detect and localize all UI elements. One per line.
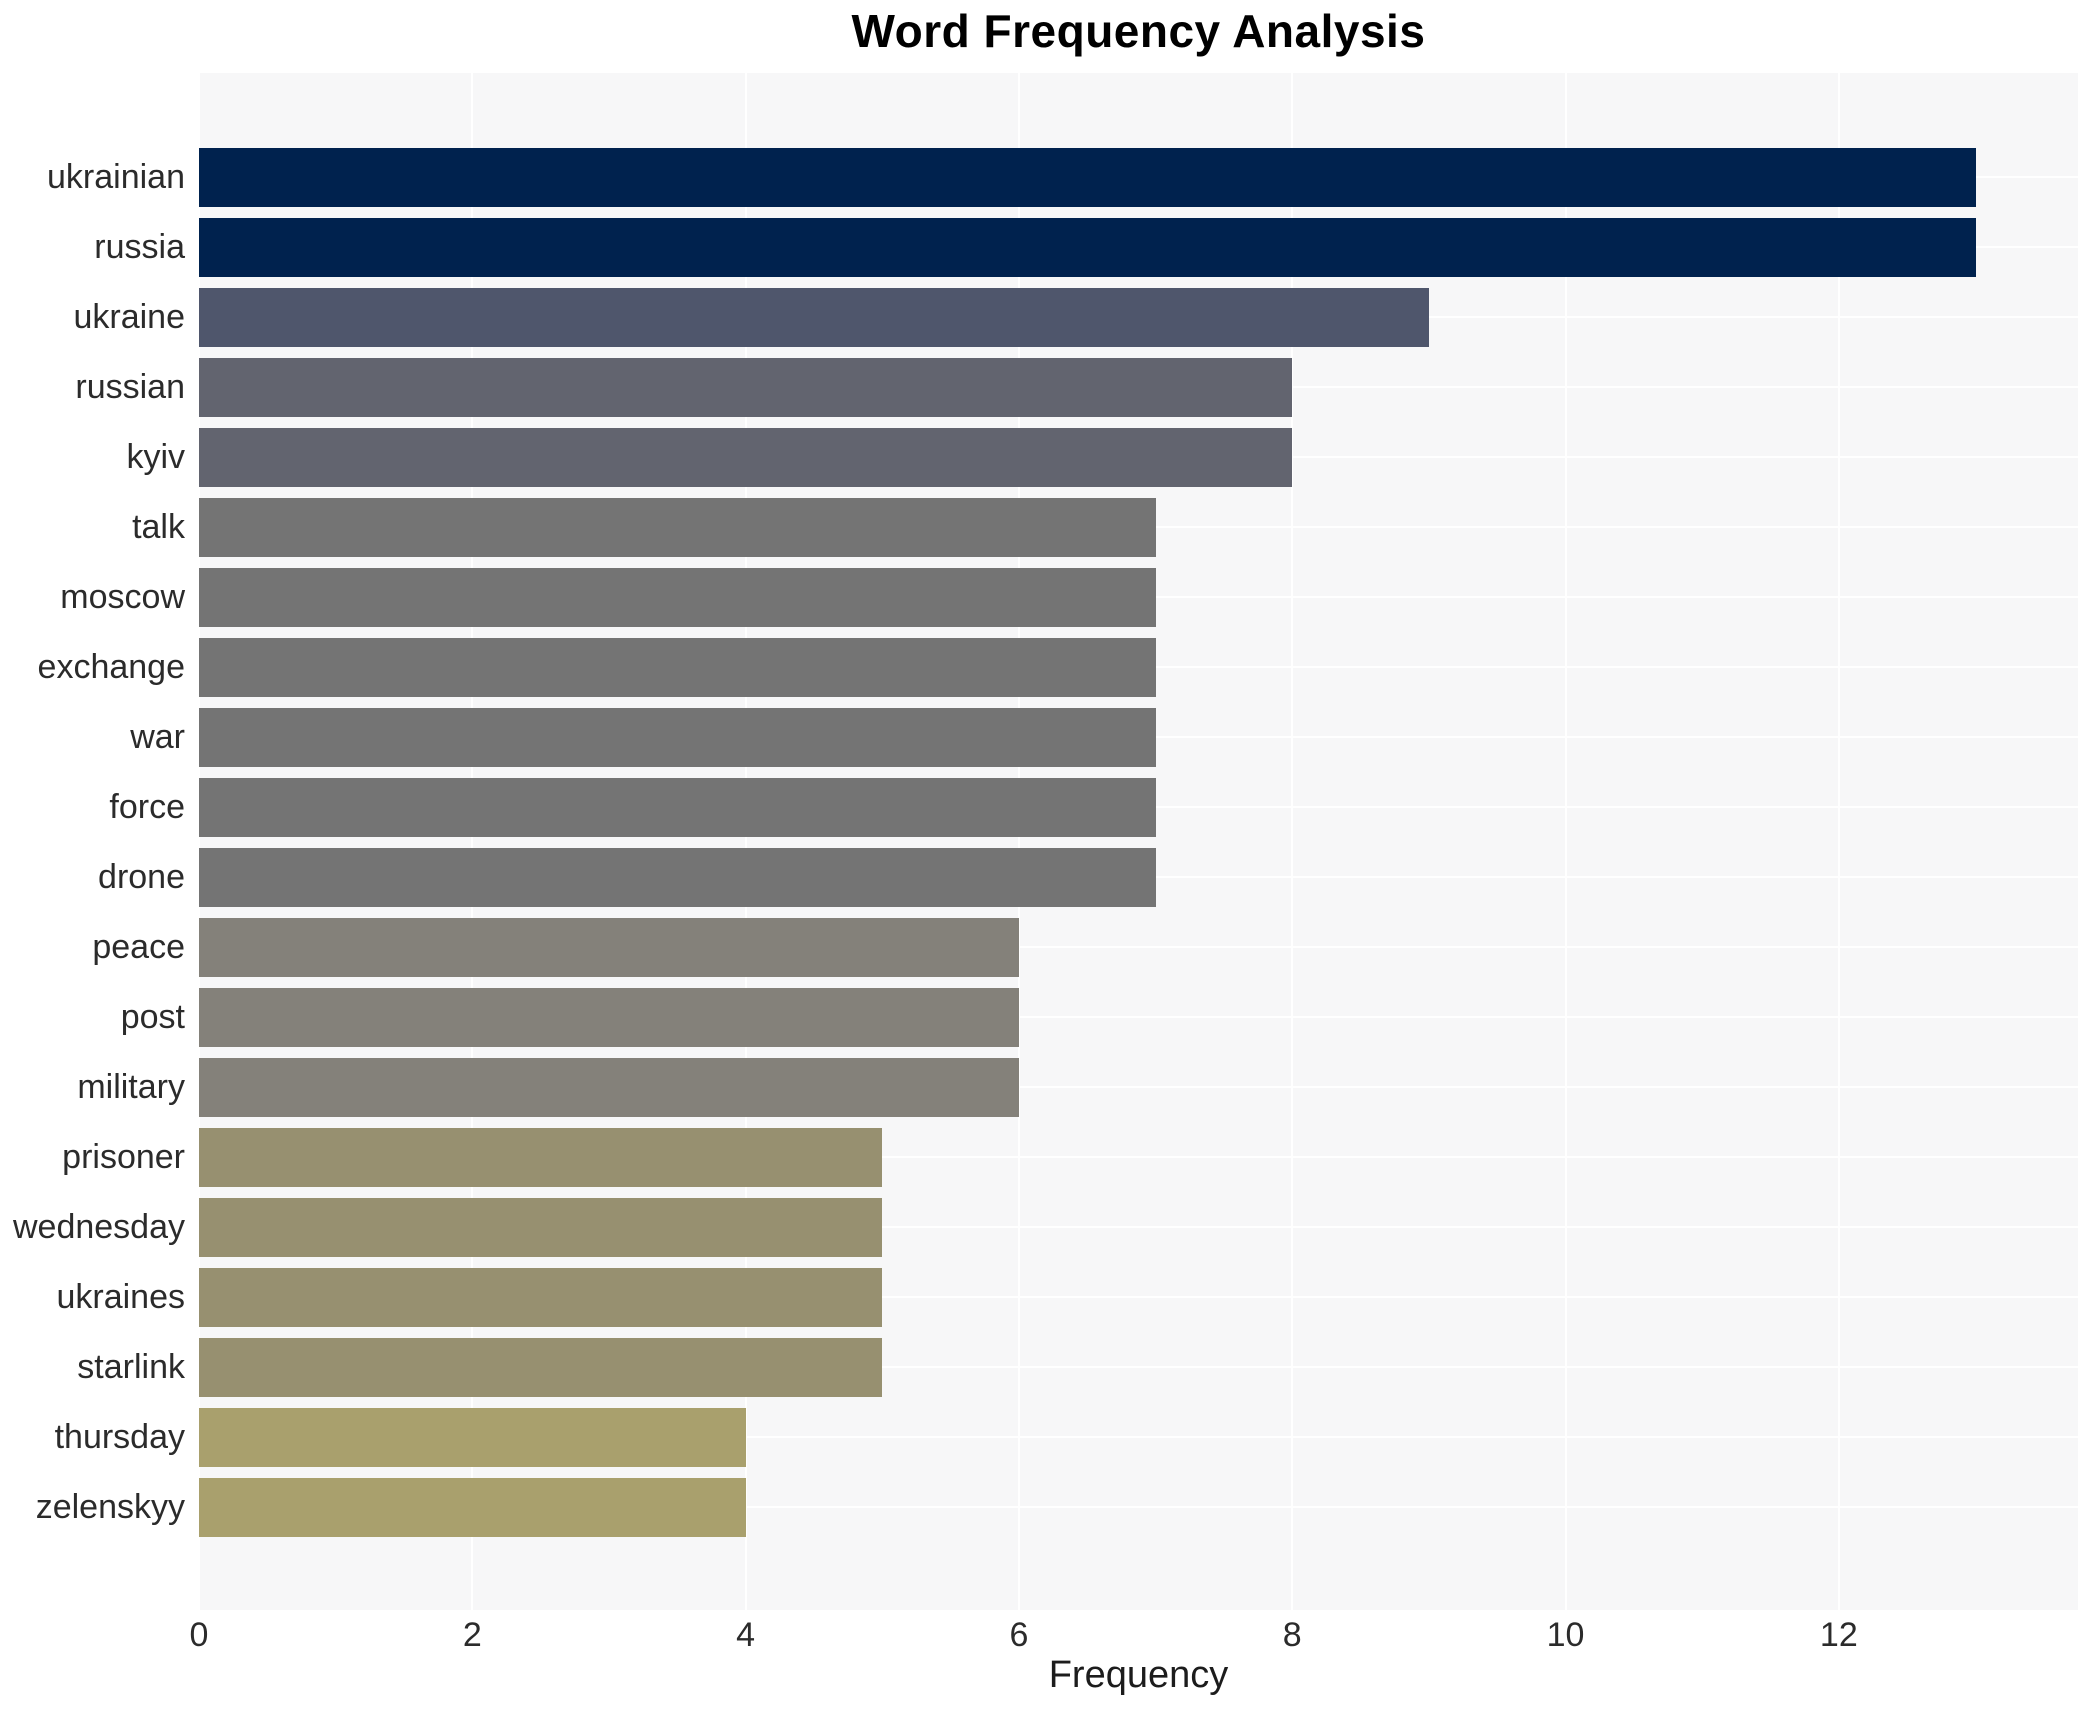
bar-row (199, 1332, 2078, 1402)
bar-row (199, 702, 2078, 772)
bar-row (199, 282, 2078, 352)
x-tick-label: 10 (1546, 1616, 1585, 1654)
x-axis-ticks: 0 2 4 6 8 10 12 (190, 1616, 2078, 1660)
horizontal-gridline (199, 1506, 2078, 1508)
x-tick-label: 8 (1282, 1616, 1302, 1654)
x-axis-label: Frequency (1048, 1654, 1229, 1696)
vertical-gridline (1564, 73, 1567, 1610)
y-tick-label: ukraine (73, 298, 185, 336)
bar-row (199, 982, 2078, 1052)
bar-ukrainian (199, 147, 1976, 207)
vertical-gridline (1291, 73, 1294, 1610)
bar-row (199, 212, 2078, 282)
bar-row (199, 492, 2078, 562)
y-tick-label: russian (75, 368, 185, 406)
bar-moscow (199, 567, 1156, 627)
horizontal-gridline (199, 1436, 2078, 1438)
bar-starlink (199, 1337, 883, 1397)
bar-drone (199, 847, 1156, 907)
bar-russia (199, 217, 1976, 277)
y-axis-labels: ukrainian russia ukraine russian kyiv talk mos… (0, 73, 199, 1610)
y-tick-label: starlink (77, 1348, 185, 1386)
y-tick-label: war (130, 718, 185, 756)
bar-row (199, 1472, 2078, 1542)
bar-rows (199, 73, 2078, 1610)
horizontal-gridline (199, 1016, 2078, 1018)
bar-thursday (199, 1407, 746, 1467)
x-tick-label: 2 (462, 1616, 482, 1654)
y-tick-label: talk (132, 508, 185, 546)
plot-area: ukrainian russia ukraine russian kyiv talk mos… (0, 73, 2078, 1610)
x-tick-label: 4 (736, 1616, 756, 1654)
bar-row (199, 1052, 2078, 1122)
bar-force (199, 777, 1156, 837)
horizontal-gridline (199, 946, 2078, 948)
y-tick-label: ukraines (56, 1278, 185, 1316)
bar-exchange (199, 637, 1156, 697)
chart-title: Word Frequency Analysis (851, 5, 1426, 57)
horizontal-gridline (199, 1156, 2078, 1158)
bar-post (199, 987, 1019, 1047)
y-tick-label: prisoner (62, 1138, 185, 1176)
bar-row (199, 632, 2078, 702)
bar-kyiv (199, 427, 1293, 487)
y-tick-label: kyiv (126, 438, 185, 476)
bar-military (199, 1057, 1019, 1117)
y-tick-label: zelenskyy (35, 1488, 185, 1526)
bar-russian (199, 357, 1293, 417)
plot-panel (198, 73, 2078, 1610)
bar-row (199, 422, 2078, 492)
bar-zelenskyy (199, 1477, 746, 1537)
bar-peace (199, 917, 1019, 977)
x-tick-label: 0 (189, 1616, 209, 1654)
y-tick-label: thursday (54, 1418, 185, 1456)
bar-row (199, 562, 2078, 632)
vertical-gridline (198, 73, 200, 1610)
bar-prisoner (199, 1127, 883, 1187)
y-tick-label: drone (98, 858, 185, 896)
y-tick-label: russia (94, 228, 185, 266)
horizontal-gridline (199, 1366, 2078, 1368)
horizontal-gridline (199, 1296, 2078, 1298)
vertical-gridline (1837, 73, 1840, 1610)
y-tick-label: ukrainian (47, 158, 185, 196)
vertical-gridline (1017, 73, 1020, 1610)
bar-row (199, 352, 2078, 422)
y-tick-label: wednesday (12, 1208, 185, 1246)
y-tick-label: force (109, 788, 185, 826)
y-tick-label: military (77, 1068, 185, 1106)
bar-row (199, 1122, 2078, 1192)
bar-row (199, 1402, 2078, 1472)
horizontal-gridline (199, 1086, 2078, 1088)
y-tick-label: moscow (60, 578, 185, 616)
y-tick-label: post (120, 998, 185, 1036)
y-tick-label: exchange (37, 648, 185, 686)
x-tick-label: 12 (1819, 1616, 1858, 1654)
y-tick-label: peace (92, 928, 185, 966)
bar-ukraines (199, 1267, 883, 1327)
bar-war (199, 707, 1156, 767)
bar-row (199, 912, 2078, 982)
x-tick-label: 6 (1009, 1616, 1029, 1654)
bar-row (199, 772, 2078, 842)
horizontal-gridline (199, 1226, 2078, 1228)
bar-row (199, 1192, 2078, 1262)
bar-ukraine (199, 287, 1429, 347)
bar-talk (199, 497, 1156, 557)
vertical-gridline (471, 73, 474, 1610)
bar-wednesday (199, 1197, 883, 1257)
bar-row (199, 142, 2078, 212)
vertical-gridline (744, 73, 747, 1610)
bar-row (199, 1262, 2078, 1332)
bar-row (199, 842, 2078, 912)
